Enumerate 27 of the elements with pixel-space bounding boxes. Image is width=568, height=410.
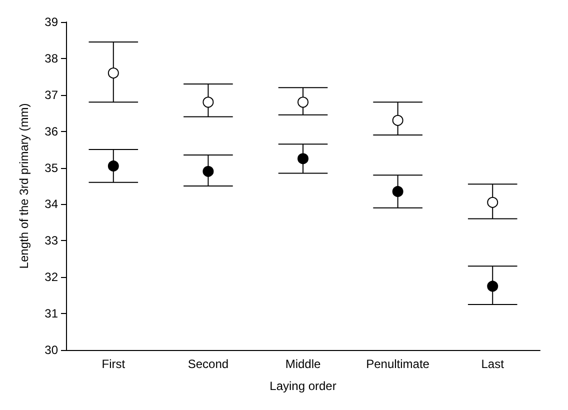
x-tick-label: Penultimate [366,357,430,371]
y-tick-label: 30 [44,343,58,357]
y-tick-label: 39 [44,15,58,29]
point [108,68,119,79]
point [392,186,404,197]
point [298,153,308,164]
x-tick-label: Last [481,357,505,371]
y-tick-label: 37 [44,88,58,102]
x-tick-label: First [102,357,126,371]
x-tick-label: Second [188,357,229,371]
point [487,196,498,208]
y-axis-title: Length of the 3rd primary (mm) [17,103,31,269]
y-tick-label: 35 [44,160,58,175]
y-tick-label: 31 [44,306,58,321]
y-tick-label: 38 [44,51,58,66]
point [108,160,119,172]
y-tick-label: 33 [44,234,58,248]
point [202,166,214,177]
point [298,96,308,108]
y-tick-label: 36 [44,124,58,138]
y-tick-label: 32 [44,270,58,284]
point [487,280,498,292]
point [202,96,214,108]
x-axis-title: Laying order [270,379,336,393]
point [392,114,404,126]
x-tick-label: Middle [285,357,321,371]
y-tick-label: 34 [44,197,58,212]
